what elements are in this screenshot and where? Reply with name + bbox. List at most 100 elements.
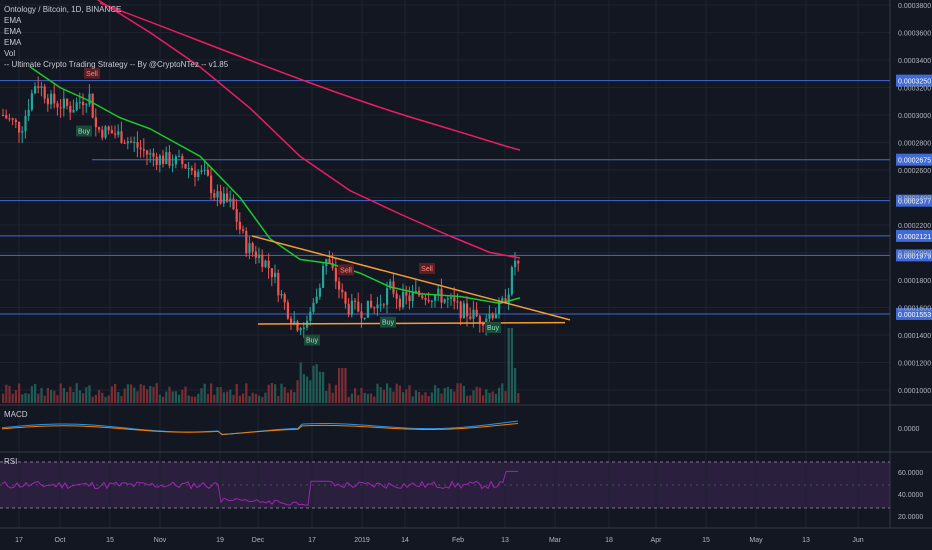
volume-bar	[235, 384, 238, 403]
volume-bar	[107, 395, 110, 403]
price-tick-label: 0.0002400	[898, 196, 931, 203]
candle-body	[2, 115, 5, 116]
volume-bar	[78, 390, 81, 403]
candle-body	[213, 193, 216, 198]
volume-bar	[504, 391, 507, 403]
volume-bar	[360, 387, 363, 403]
candle-body	[98, 127, 101, 130]
time-axis-label: Dec	[252, 537, 265, 544]
volume-bar	[302, 374, 305, 403]
volume-bar	[50, 390, 53, 403]
candle-body	[408, 295, 411, 302]
volume-bar	[296, 380, 299, 403]
volume-bar	[408, 385, 411, 403]
level-price-tag	[896, 153, 932, 166]
volume-bar	[261, 396, 264, 403]
candle-body	[14, 119, 17, 122]
volume-bar	[475, 386, 478, 403]
time-axis-label: 18	[605, 537, 613, 544]
candle-body	[130, 141, 133, 143]
candle-body	[334, 268, 337, 282]
price-tick-label: 0.0002800	[898, 141, 931, 148]
volume-bar	[424, 392, 427, 403]
volume-bar	[437, 388, 440, 403]
candle-body	[232, 198, 235, 210]
ema-legend-3: EMA	[4, 38, 22, 47]
volume-bar	[37, 393, 40, 403]
time-axis-label: Oct	[55, 537, 66, 544]
volume-bar	[14, 390, 17, 403]
volume-bar	[197, 393, 200, 403]
ema-long-line	[99, 2, 521, 151]
descending-trendline	[251, 235, 571, 321]
time-axis-label: 15	[702, 537, 710, 544]
candle-body	[5, 115, 8, 119]
volume-bar	[24, 393, 27, 403]
candle-body	[344, 292, 347, 304]
volume-bar	[254, 393, 257, 403]
time-axis-label: Jun	[852, 537, 863, 544]
volume-bar	[187, 395, 190, 403]
support-trendline	[257, 321, 566, 325]
candle-body	[286, 302, 289, 319]
volume-bar	[414, 390, 417, 403]
volume-bar	[168, 386, 171, 403]
candle-body	[469, 316, 472, 319]
volume-bar	[59, 383, 62, 403]
candle-body	[514, 260, 517, 268]
candle-body	[258, 254, 261, 258]
candle-body	[350, 300, 353, 315]
candle-body	[267, 260, 270, 269]
signal-label: Buy	[382, 320, 395, 327]
candle-body	[459, 301, 462, 319]
level-price-tag	[896, 74, 932, 87]
volume-bar	[494, 393, 497, 403]
volume-bar	[331, 392, 334, 403]
time-axis-label: 15	[106, 537, 114, 544]
volume-bar	[264, 392, 267, 403]
price-tick-label: 0.0003400	[898, 58, 931, 65]
signal-label: Buy	[78, 129, 91, 136]
candle-body	[389, 281, 392, 289]
volume-bar	[478, 387, 481, 403]
volume-bar	[443, 388, 446, 403]
volume-bar	[341, 368, 344, 403]
candle-body	[277, 272, 280, 296]
candle-body	[446, 298, 449, 300]
price-tick-label: 0.0001800	[898, 278, 931, 285]
signal-label: Buy	[487, 325, 500, 332]
volume-bar	[418, 391, 421, 403]
volume-bar	[366, 393, 369, 403]
level-price-tag	[896, 229, 932, 242]
candle-body	[21, 131, 24, 133]
candle-body	[37, 86, 40, 88]
candle-body	[136, 142, 139, 148]
volume-bar	[94, 394, 97, 403]
signal-badge	[76, 125, 92, 137]
candle-body	[120, 131, 123, 143]
candle-body	[94, 117, 97, 128]
candle-body	[453, 297, 456, 302]
time-axis-label: 13	[501, 537, 509, 544]
level-price-tag	[896, 249, 932, 262]
volume-bar	[66, 391, 69, 403]
volume-bar	[82, 393, 85, 403]
candle-body	[242, 229, 245, 231]
volume-bar	[136, 391, 139, 403]
volume-bar	[389, 387, 392, 403]
candle-body	[347, 303, 350, 315]
volume-bar	[373, 396, 376, 403]
candle-body	[421, 295, 424, 299]
volume-bar	[363, 392, 366, 403]
candle-body	[299, 328, 302, 331]
candle-body	[155, 156, 158, 165]
candle-body	[187, 168, 190, 170]
volume-bar	[120, 396, 123, 403]
candle-body	[302, 327, 305, 329]
volume-bar	[398, 385, 401, 403]
candle-body	[261, 254, 264, 267]
candle-body	[69, 105, 72, 113]
candle-body	[142, 149, 145, 151]
